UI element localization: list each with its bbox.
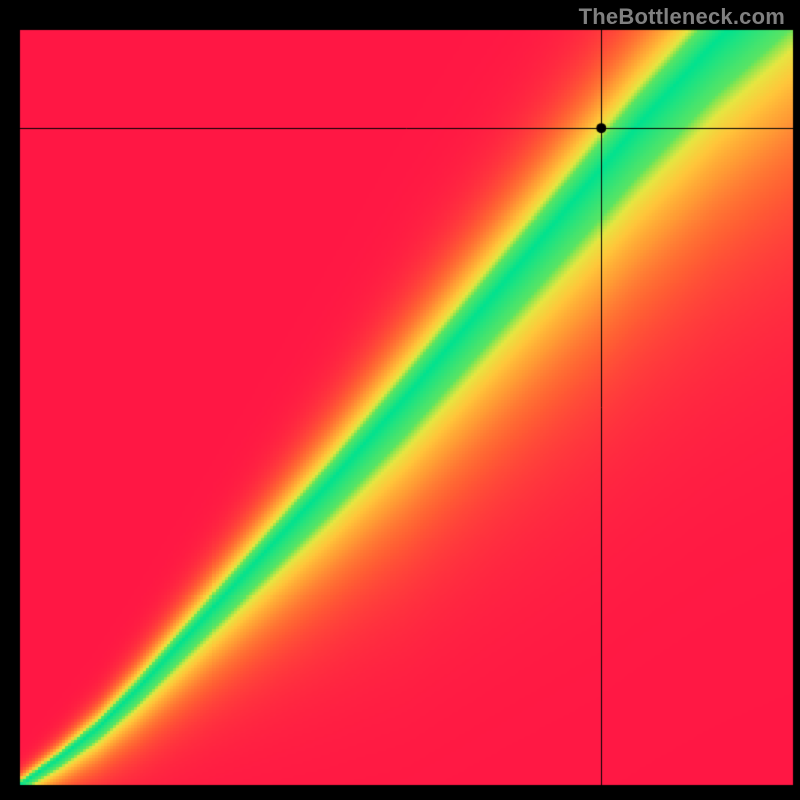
- heatmap-canvas: [0, 0, 800, 800]
- chart-container: TheBottleneck.com: [0, 0, 800, 800]
- watermark: TheBottleneck.com: [579, 4, 785, 30]
